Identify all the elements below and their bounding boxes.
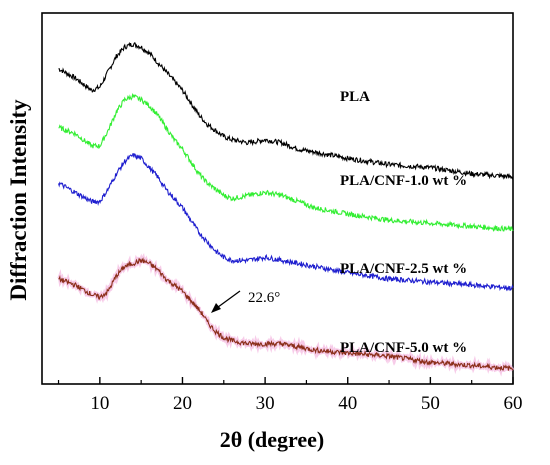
annotation-text: 22.6° [248, 290, 280, 306]
series-layer [57, 41, 515, 377]
annotation-22-6: 22.6° [211, 290, 280, 313]
x-tick-label-20: 20 [173, 393, 192, 414]
annotation-arrowhead [211, 303, 221, 313]
x-tick-label-50: 50 [421, 393, 440, 414]
x-tick-label-60: 60 [504, 393, 523, 414]
series-line-0 [58, 41, 514, 180]
x-axis-title: 2θ (degree) [220, 427, 325, 452]
series-labels: PLA PLA/CNF-1.0 wt % PLA/CNF-2.5 wt % PL… [340, 89, 467, 356]
series-label-pla: PLA [340, 89, 370, 105]
series-line-2 [58, 152, 514, 292]
series-label-cnf-1: PLA/CNF-1.0 wt % [340, 173, 467, 189]
x-tick-label-30: 30 [256, 393, 275, 414]
series-line-3 [58, 257, 514, 372]
x-tick-label-40: 40 [338, 393, 357, 414]
x-tick-label-10: 10 [90, 393, 109, 414]
plot-frame [41, 12, 514, 385]
series-label-cnf-5: PLA/CNF-5.0 wt % [340, 340, 467, 356]
series-line-1 [58, 92, 514, 232]
y-axis-title: Diffraction Intensity [6, 99, 31, 301]
plot-area-border [41, 12, 514, 385]
series-label-cnf-2-5: PLA/CNF-2.5 wt % [340, 261, 467, 277]
x-axis-ticks: 10 20 30 40 50 60 [57, 377, 523, 414]
